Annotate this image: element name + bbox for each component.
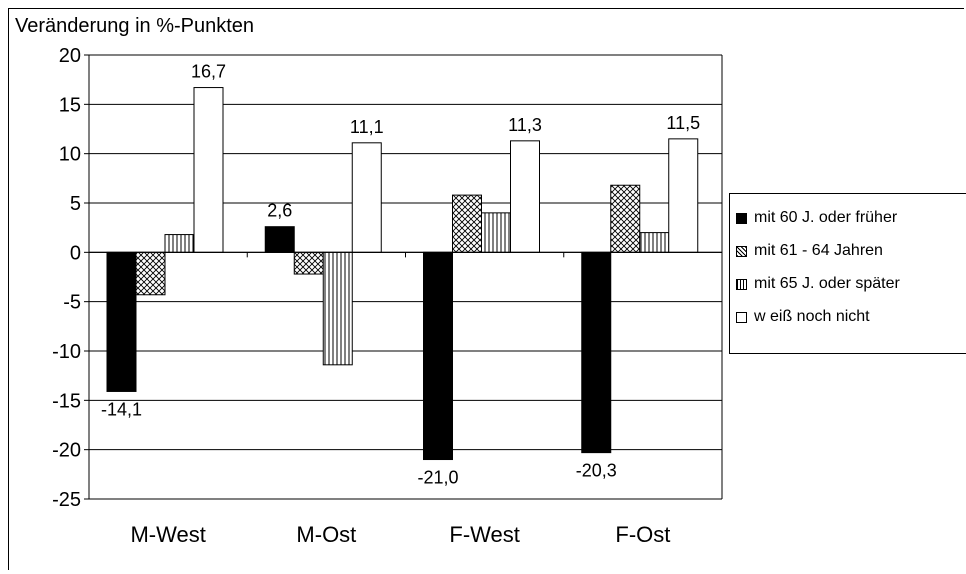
- legend-item: w eiß noch nicht: [736, 307, 870, 327]
- bar: [639, 232, 670, 253]
- chart-legend: mit 60 J. oder früher mit 61 - 64 Jahren m…: [729, 193, 966, 354]
- data-label: -21,0: [417, 468, 458, 488]
- bar: [106, 251, 137, 392]
- x-category-label: F-Ost: [615, 522, 670, 547]
- chart-frame: [8, 8, 964, 570]
- legend-label: mit 65 J. oder später: [754, 275, 900, 292]
- bar: [293, 251, 324, 275]
- x-category-label: M-Ost: [296, 522, 356, 547]
- bar: [481, 212, 511, 253]
- legend-label: w eiß noch nicht: [754, 308, 870, 325]
- legend-swatch: [736, 212, 747, 224]
- y-tick-label: 10: [59, 144, 81, 166]
- legend-item: mit 60 J. oder früher: [736, 208, 897, 228]
- data-label: 11,3: [508, 115, 542, 135]
- legend-swatch: [736, 278, 747, 290]
- x-category-label: M-West: [130, 522, 205, 547]
- y-tick-label: 15: [59, 94, 81, 116]
- data-label: -14,1: [101, 399, 142, 419]
- y-axis-label: Veränderung in %-Punkten: [15, 15, 254, 37]
- legend-item: mit 61 - 64 Jahren: [736, 241, 883, 261]
- data-label: 11,1: [350, 117, 384, 137]
- x-category-label: F-West: [449, 522, 519, 547]
- bar: [423, 251, 453, 461]
- bar: [264, 226, 295, 253]
- bar: [668, 138, 699, 253]
- bar: [351, 142, 382, 253]
- y-tick-label: -5: [63, 292, 81, 314]
- y-tick-label: -20: [52, 440, 81, 462]
- y-tick-label: -10: [52, 341, 81, 363]
- data-label: 16,7: [191, 62, 226, 82]
- legend-swatch: [736, 245, 747, 257]
- bar: [193, 87, 224, 253]
- data-label: 2,6: [267, 201, 292, 221]
- bar: [610, 184, 641, 253]
- legend-swatch: [736, 311, 747, 323]
- data-label: -20,3: [576, 461, 617, 481]
- bar: [452, 194, 482, 253]
- bar: [581, 251, 612, 454]
- y-tick-label: 20: [59, 45, 81, 67]
- y-tick-label: 5: [70, 193, 81, 215]
- legend-label: mit 60 J. oder früher: [754, 209, 898, 226]
- legend-item: mit 65 J. oder später: [736, 274, 900, 294]
- bar: [510, 140, 540, 253]
- legend-label: mit 61 - 64 Jahren: [754, 242, 883, 259]
- bar: [322, 251, 353, 366]
- bar: [164, 234, 195, 253]
- data-label: 11,5: [666, 113, 700, 133]
- y-tick-label: -25: [52, 489, 81, 511]
- y-tick-label: 0: [70, 242, 81, 264]
- y-tick-label: -15: [52, 390, 81, 412]
- bar: [135, 251, 166, 296]
